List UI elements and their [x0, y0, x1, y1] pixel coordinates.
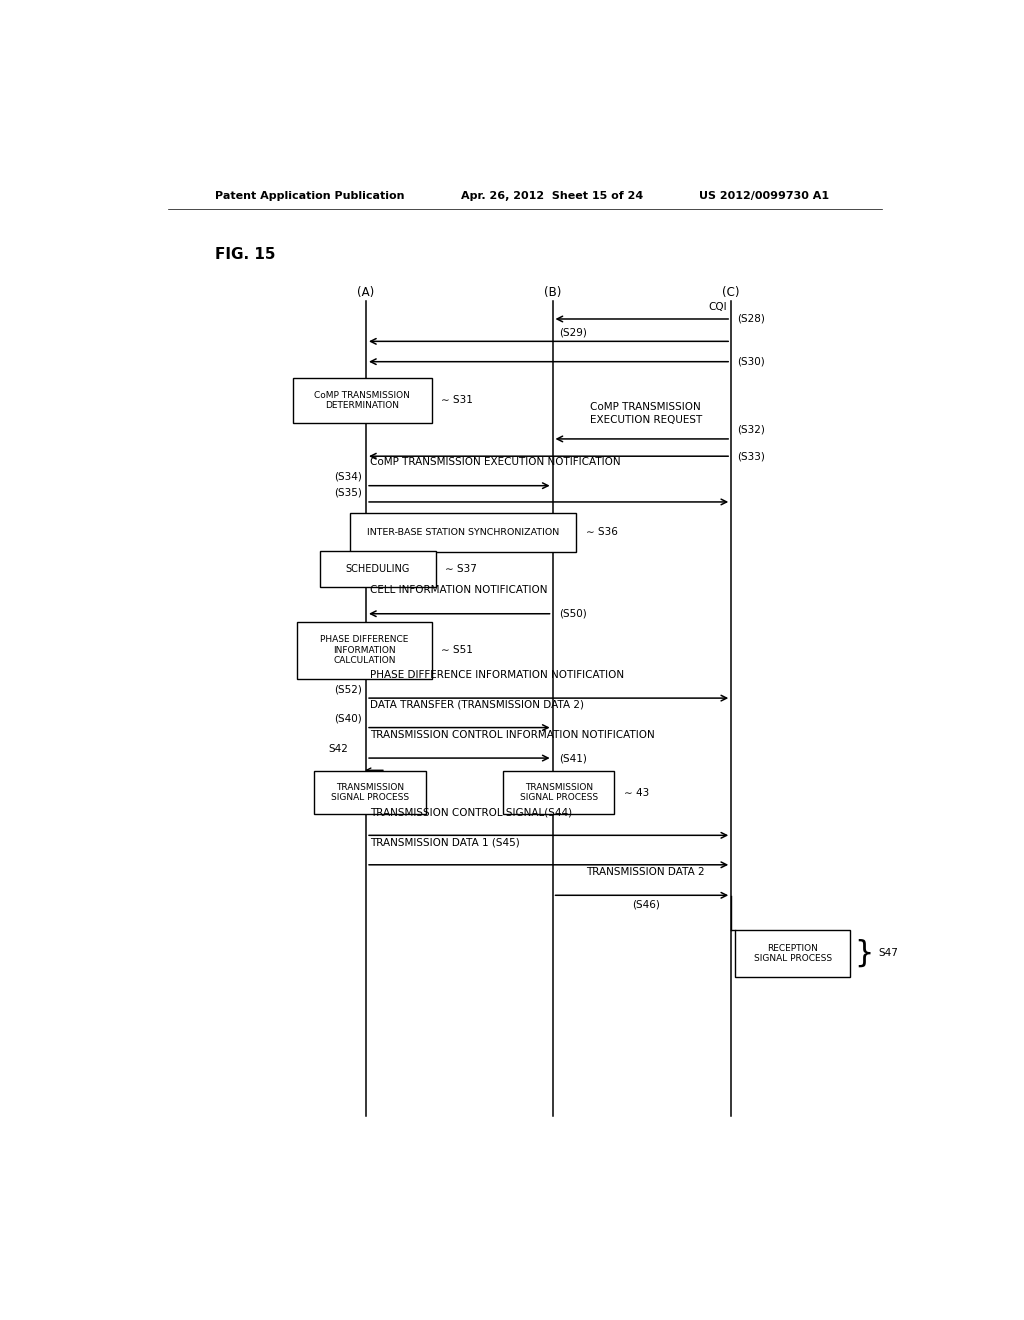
Text: (A): (A) [357, 286, 375, 300]
Text: Apr. 26, 2012  Sheet 15 of 24: Apr. 26, 2012 Sheet 15 of 24 [461, 191, 643, 201]
Text: (S30): (S30) [737, 356, 765, 367]
Text: S42: S42 [329, 744, 348, 754]
Text: US 2012/0099730 A1: US 2012/0099730 A1 [699, 191, 829, 201]
Text: (C): (C) [722, 286, 740, 300]
FancyBboxPatch shape [314, 771, 426, 814]
Text: CQI: CQI [709, 302, 727, 312]
Text: PHASE DIFFERENCE INFORMATION NOTIFICATION: PHASE DIFFERENCE INFORMATION NOTIFICATIO… [370, 669, 625, 680]
Text: (S28): (S28) [737, 314, 765, 323]
Text: (S46): (S46) [632, 899, 659, 909]
FancyBboxPatch shape [504, 771, 614, 814]
Text: TRANSMISSION
SIGNAL PROCESS: TRANSMISSION SIGNAL PROCESS [520, 783, 598, 803]
Text: PHASE DIFFERENCE
INFORMATION
CALCULATION: PHASE DIFFERENCE INFORMATION CALCULATION [321, 635, 409, 665]
Text: (B): (B) [544, 286, 561, 300]
Text: TRANSMISSION CONTROL SIGNAL(S44): TRANSMISSION CONTROL SIGNAL(S44) [370, 807, 572, 817]
Text: (S34): (S34) [334, 471, 362, 482]
Text: ∼ S31: ∼ S31 [441, 395, 473, 405]
Text: ∼ S36: ∼ S36 [586, 528, 617, 537]
Text: (S40): (S40) [335, 714, 362, 723]
Text: (S50): (S50) [559, 609, 587, 619]
Text: EXECUTION REQUEST: EXECUTION REQUEST [590, 414, 701, 425]
Text: (S33): (S33) [737, 451, 765, 461]
Text: ∼ S51: ∼ S51 [441, 645, 473, 655]
Text: CoMP TRANSMISSION EXECUTION NOTIFICATION: CoMP TRANSMISSION EXECUTION NOTIFICATION [370, 458, 621, 467]
Text: TRANSMISSION DATA 1 (S45): TRANSMISSION DATA 1 (S45) [370, 837, 520, 847]
Text: ∼ S37: ∼ S37 [445, 564, 477, 574]
Text: (S29): (S29) [559, 327, 587, 338]
Text: DATA TRANSFER (TRANSMISSION DATA 2): DATA TRANSFER (TRANSMISSION DATA 2) [370, 700, 584, 709]
Text: CoMP TRANSMISSION: CoMP TRANSMISSION [591, 403, 701, 412]
Text: (S35): (S35) [334, 488, 362, 498]
Text: SCHEDULING: SCHEDULING [346, 564, 411, 574]
Text: INTER-BASE STATION SYNCHRONIZATION: INTER-BASE STATION SYNCHRONIZATION [368, 528, 559, 537]
Text: FIG. 15: FIG. 15 [215, 247, 275, 263]
Text: TRANSMISSION
SIGNAL PROCESS: TRANSMISSION SIGNAL PROCESS [331, 783, 410, 803]
FancyBboxPatch shape [350, 513, 577, 552]
FancyBboxPatch shape [321, 550, 435, 587]
Text: }: } [854, 939, 873, 968]
Text: (S41): (S41) [559, 754, 587, 763]
Text: (S52): (S52) [334, 684, 362, 694]
Text: TRANSMISSION CONTROL INFORMATION NOTIFICATION: TRANSMISSION CONTROL INFORMATION NOTIFIC… [370, 730, 654, 739]
Text: CELL INFORMATION NOTIFICATION: CELL INFORMATION NOTIFICATION [370, 586, 548, 595]
Text: RECEPTION
SIGNAL PROCESS: RECEPTION SIGNAL PROCESS [754, 944, 831, 962]
Text: (S32): (S32) [737, 425, 765, 434]
Text: CoMP TRANSMISSION
DETERMINATION: CoMP TRANSMISSION DETERMINATION [314, 391, 410, 411]
Text: TRANSMISSION DATA 2: TRANSMISSION DATA 2 [587, 867, 706, 876]
Text: S47: S47 [878, 948, 898, 958]
Text: ∼ 43: ∼ 43 [624, 788, 649, 797]
FancyBboxPatch shape [293, 378, 431, 422]
FancyBboxPatch shape [735, 929, 850, 977]
FancyBboxPatch shape [297, 622, 432, 678]
Text: Patent Application Publication: Patent Application Publication [215, 191, 404, 201]
